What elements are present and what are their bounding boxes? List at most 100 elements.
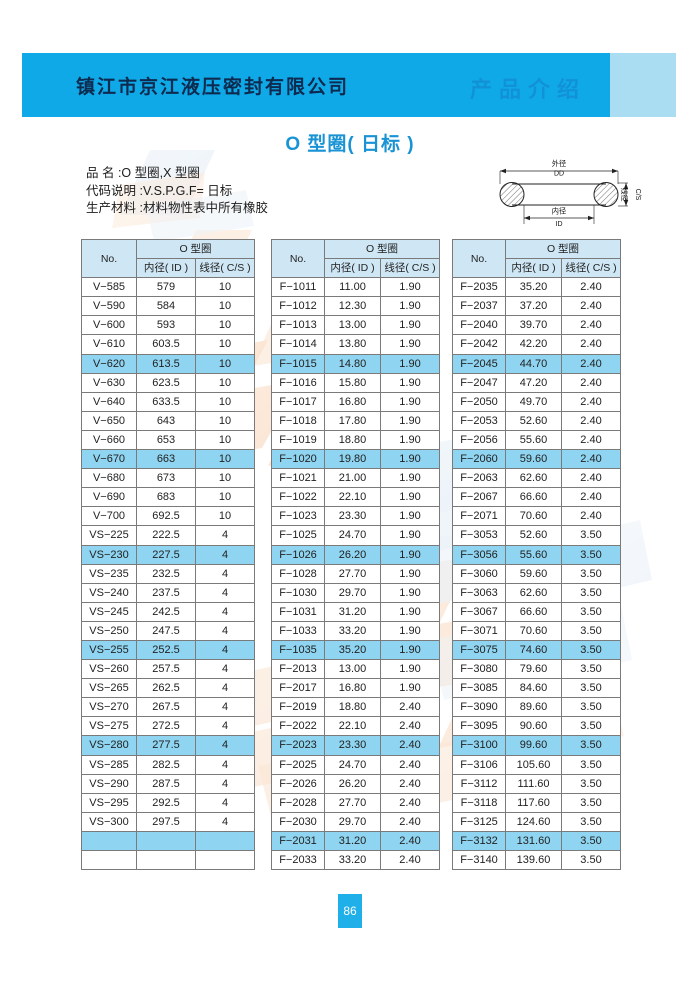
table-row[interactable]: VS−260 257.5 4 (81, 659, 255, 680)
table-row[interactable]: F−2023 23.30 2.40 (271, 735, 440, 756)
table-row[interactable]: V−650 643 10 (81, 410, 255, 431)
table-row[interactable]: VS−265 262.5 4 (81, 678, 255, 699)
table-row[interactable]: F−1031 31.20 1.90 (271, 601, 440, 622)
table-row[interactable]: VS−250 247.5 4 (81, 620, 255, 641)
table-row[interactable]: F−3053 52.60 3.50 (452, 525, 621, 546)
table-row[interactable]: VS−225 222.5 4 (81, 525, 255, 546)
table-row[interactable]: F−2067 66.60 2.40 (452, 487, 621, 508)
table-row[interactable]: F−2045 44.70 2.40 (452, 353, 621, 374)
table-row[interactable]: F−1012 12.30 1.90 (271, 296, 440, 317)
table-row[interactable]: VS−240 237.5 4 (81, 582, 255, 603)
table-row[interactable]: F−2025 24.70 2.40 (271, 754, 440, 775)
table-row[interactable]: F−1011 11.00 1.90 (271, 277, 440, 298)
table-row[interactable]: F−3095 90.60 3.50 (452, 716, 621, 737)
table-row[interactable]: F−3125 124.60 3.50 (452, 811, 621, 832)
table-row[interactable]: F−3080 79.60 3.50 (452, 659, 621, 680)
table-row[interactable]: V−610 603.5 10 (81, 334, 255, 355)
table-row[interactable]: F−2037 37.20 2.40 (452, 296, 621, 317)
table-row[interactable]: F−2071 70.60 2.40 (452, 506, 621, 527)
cell-cross-section: 2.40 (380, 716, 440, 737)
table-row[interactable]: VS−230 227.5 4 (81, 544, 255, 565)
table-row[interactable]: F−3112 111.60 3.50 (452, 773, 621, 794)
table-row[interactable]: F−2022 22.10 2.40 (271, 716, 440, 737)
table-row[interactable]: F−2053 52.60 2.40 (452, 410, 621, 431)
table-row[interactable]: F−2030 29.70 2.40 (271, 811, 440, 832)
table-row[interactable]: F−3106 105.60 3.50 (452, 754, 621, 775)
table-row[interactable]: F−2040 39.70 2.40 (452, 315, 621, 336)
table-row[interactable] (81, 830, 255, 852)
table-row[interactable]: F−1030 29.70 1.90 (271, 582, 440, 603)
table-row[interactable]: F−3100 99.60 3.50 (452, 735, 621, 756)
table-row[interactable]: VS−285 282.5 4 (81, 754, 255, 775)
table-row[interactable]: F−3118 117.60 3.50 (452, 792, 621, 813)
table-row[interactable]: F−1025 24.70 1.90 (271, 525, 440, 546)
table-row[interactable]: F−2028 27.70 2.40 (271, 792, 440, 813)
table-row[interactable]: V−630 623.5 10 (81, 372, 255, 393)
table-row[interactable]: F−3060 59.60 3.50 (452, 563, 621, 584)
cell-no: F−2042 (452, 334, 506, 355)
table-row[interactable]: VS−300 297.5 4 (81, 811, 255, 832)
table-row[interactable] (81, 849, 255, 871)
header-right-panel-fill (610, 53, 676, 117)
table-row[interactable]: F−2017 16.80 1.90 (271, 678, 440, 699)
table-row[interactable]: F−3071 70.60 3.50 (452, 620, 621, 641)
cell-inner-diameter: 13.00 (324, 315, 381, 336)
table-row[interactable]: V−670 663 10 (81, 449, 255, 470)
table-row[interactable]: F−1026 26.20 1.90 (271, 544, 440, 565)
table-row[interactable]: F−3075 74.60 3.50 (452, 639, 621, 661)
table-row[interactable]: F−2042 42.20 2.40 (452, 334, 621, 355)
table-row[interactable]: F−1020 19.80 1.90 (271, 449, 440, 470)
table-row[interactable]: F−2019 18.80 2.40 (271, 697, 440, 718)
table-row[interactable]: F−3056 55.60 3.50 (452, 544, 621, 565)
table-row[interactable]: V−585 579 10 (81, 277, 255, 298)
table-row[interactable]: F−1023 23.30 1.90 (271, 506, 440, 527)
table-row[interactable]: V−640 633.5 10 (81, 391, 255, 412)
table-row[interactable]: F−2056 55.60 2.40 (452, 429, 621, 451)
table-row[interactable]: VS−255 252.5 4 (81, 639, 255, 661)
table-row[interactable]: V−590 584 10 (81, 296, 255, 317)
table-row[interactable]: F−1014 13.80 1.90 (271, 334, 440, 355)
table-row[interactable]: F−2026 26.20 2.40 (271, 773, 440, 794)
table-row[interactable]: F−3090 89.60 3.50 (452, 697, 621, 718)
table-row[interactable]: V−700 692.5 10 (81, 506, 255, 527)
table-row[interactable]: F−2060 59.60 2.40 (452, 449, 621, 470)
table-row[interactable]: F−1017 16.80 1.90 (271, 391, 440, 412)
cell-cross-section: 1.90 (380, 525, 440, 546)
table-row[interactable]: V−680 673 10 (81, 468, 255, 489)
table-row[interactable]: VS−245 242.5 4 (81, 601, 255, 622)
cell-cross-section: 10 (195, 334, 255, 355)
table-row[interactable]: F−2033 33.20 2.40 (271, 849, 440, 871)
table-row[interactable]: V−620 613.5 10 (81, 353, 255, 374)
table-row[interactable]: VS−295 292.5 4 (81, 792, 255, 813)
table-row[interactable]: VS−270 267.5 4 (81, 697, 255, 718)
table-row[interactable]: VS−235 232.5 4 (81, 563, 255, 584)
table-row[interactable]: F−1015 14.80 1.90 (271, 353, 440, 374)
table-row[interactable]: F−1013 13.00 1.90 (271, 315, 440, 336)
table-row[interactable]: F−2013 13.00 1.90 (271, 659, 440, 680)
table-row[interactable]: V−690 683 10 (81, 487, 255, 508)
table-row[interactable]: VS−280 277.5 4 (81, 735, 255, 756)
table-row[interactable]: F−3067 66.60 3.50 (452, 601, 621, 622)
table-row[interactable]: F−2035 35.20 2.40 (452, 277, 621, 298)
table-row[interactable]: F−1035 35.20 1.90 (271, 639, 440, 661)
table-row[interactable]: F−1018 17.80 1.90 (271, 410, 440, 431)
table-row[interactable]: F−1021 21.00 1.90 (271, 468, 440, 489)
table-row[interactable]: F−2063 62.60 2.40 (452, 468, 621, 489)
table-row[interactable]: V−600 593 10 (81, 315, 255, 336)
table-row[interactable]: F−3085 84.60 3.50 (452, 678, 621, 699)
table-row[interactable]: VS−275 272.5 4 (81, 716, 255, 737)
table-row[interactable]: F−1022 22.10 1.90 (271, 487, 440, 508)
table-row[interactable]: F−3140 139.60 3.50 (452, 849, 621, 871)
table-row[interactable]: VS−290 287.5 4 (81, 773, 255, 794)
cell-no: F−2023 (271, 735, 325, 756)
table-row[interactable]: F−1028 27.70 1.90 (271, 563, 440, 584)
table-row[interactable]: F−3063 62.60 3.50 (452, 582, 621, 603)
table-row[interactable]: F−2050 49.70 2.40 (452, 391, 621, 412)
table-row[interactable]: F−1016 15.80 1.90 (271, 372, 440, 393)
table-row[interactable]: F−2047 47.20 2.40 (452, 372, 621, 393)
table-row[interactable]: F−2031 31.20 2.40 (271, 830, 440, 852)
table-row[interactable]: F−1033 33.20 1.90 (271, 620, 440, 641)
table-row[interactable]: F−3132 131.60 3.50 (452, 830, 621, 852)
table-row[interactable]: F−1019 18.80 1.90 (271, 429, 440, 451)
table-row[interactable]: V−660 653 10 (81, 429, 255, 451)
